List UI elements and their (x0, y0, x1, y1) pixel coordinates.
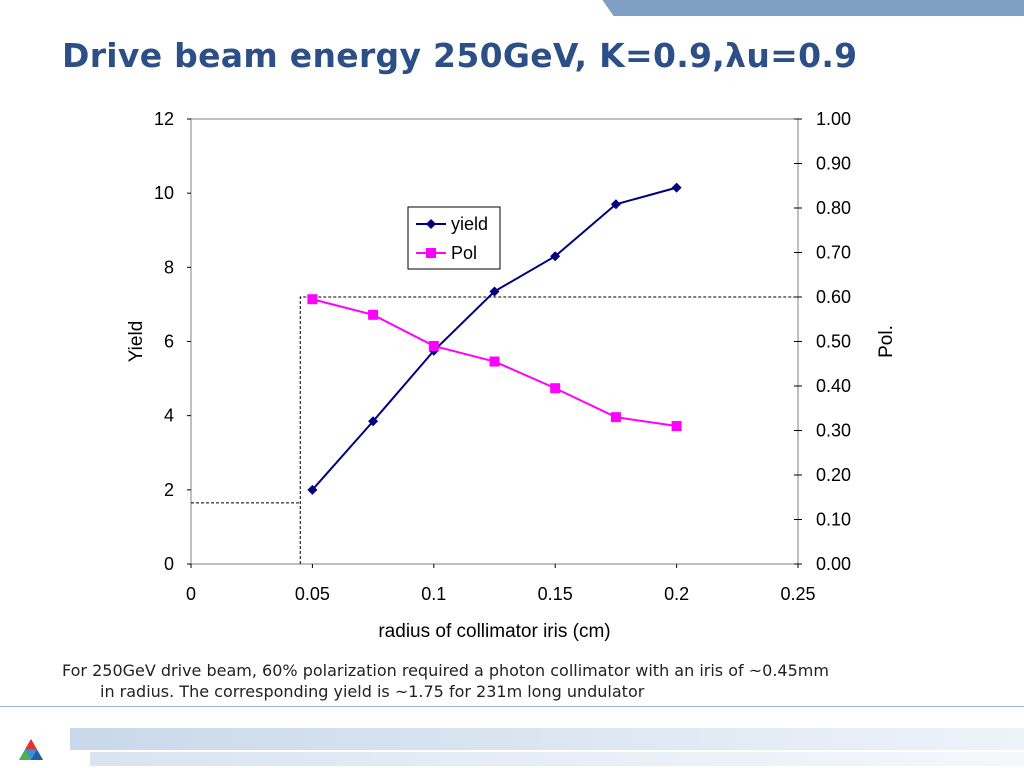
yield-point (550, 251, 561, 262)
slide-caption: For 250GeV drive beam, 60% polarization … (62, 660, 982, 702)
y2-tick-label: 0.50 (816, 332, 851, 352)
chart: 0246810120.000.100.200.300.400.500.600.7… (126, 109, 897, 642)
footer-stripe-lower (90, 752, 1024, 766)
y-tick-label: 8 (164, 257, 174, 277)
y-tick-label: 6 (164, 332, 174, 352)
legend-box (407, 206, 501, 270)
pol-point (489, 356, 500, 367)
x-tick-label: 0.15 (538, 584, 573, 604)
caption-line-1: For 250GeV drive beam, 60% polarization … (62, 661, 829, 680)
legend-marker-pol (426, 248, 436, 258)
x-tick-label: 0.25 (780, 584, 815, 604)
pol-point (307, 294, 318, 305)
y-tick-label: 2 (164, 480, 174, 500)
y2-tick-label: 0.30 (816, 421, 851, 441)
yield-point (307, 484, 318, 495)
yield-point (610, 199, 621, 210)
y-axis-label: Yield (126, 321, 147, 363)
x-tick-label: 0 (186, 584, 196, 604)
y-tick-label: 4 (164, 406, 174, 426)
y2-tick-label: 0.20 (816, 465, 851, 485)
y2-tick-label: 0.70 (816, 243, 851, 263)
yield-point (368, 416, 379, 427)
footer-stripe (70, 728, 1024, 750)
x-tick-label: 0.05 (295, 584, 330, 604)
x-tick-label: 0.1 (421, 584, 446, 604)
y2-tick-label: 0.80 (816, 198, 851, 218)
y2-tick-label: 0.10 (816, 510, 851, 530)
y2-tick-label: 1.00 (816, 109, 851, 129)
pol-point (368, 309, 379, 320)
x-axis-label: radius of collimator iris (cm) (378, 621, 610, 642)
legend-marker-yield (426, 219, 436, 229)
slide-title: Drive beam energy 250GeV, K=0.9,λu=0.9 (62, 36, 858, 75)
caption-line-2: in radius. The corresponding yield is ~1… (100, 682, 645, 701)
legend-label-yield: yield (451, 214, 488, 234)
footer (0, 706, 1024, 768)
pol-point (610, 412, 621, 423)
lab-logo-icon (19, 739, 43, 760)
pol-point (550, 383, 561, 394)
pol-point (671, 421, 682, 432)
yield-point (671, 182, 682, 193)
pol-reference-line (299, 296, 798, 564)
x-tick-label: 0.2 (664, 584, 689, 604)
header-accent-bar (620, 0, 1024, 16)
y2-tick-label: 0.60 (816, 287, 851, 307)
legend-label-pol: Pol (451, 243, 477, 263)
y-tick-label: 12 (154, 109, 174, 129)
y2-tick-label: 0.90 (816, 154, 851, 174)
y-tick-label: 10 (154, 183, 174, 203)
yield-point (489, 286, 500, 297)
footer-divider (0, 706, 1024, 707)
y2-tick-label: 0.40 (816, 376, 851, 396)
y2-axis-label: Pol. (876, 325, 897, 358)
pol-point (428, 340, 439, 351)
y-tick-label: 0 (164, 554, 174, 574)
plot-area (190, 118, 799, 565)
y2-tick-label: 0.00 (816, 554, 851, 574)
